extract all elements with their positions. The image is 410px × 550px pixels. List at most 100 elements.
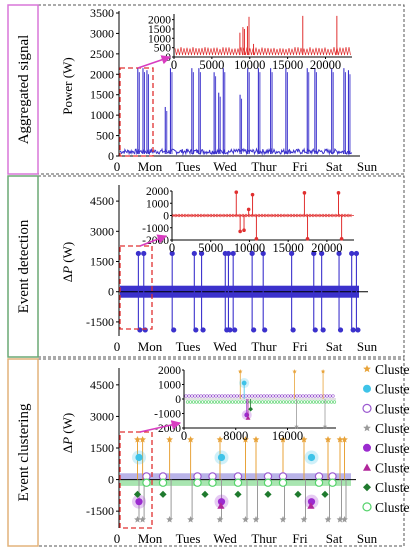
- p3-inset-cluster8-marker: [314, 400, 319, 404]
- p2-inset-noise-marker: [197, 213, 202, 218]
- p3-inset-cluster8-marker: [284, 400, 289, 404]
- p2-ytick-label: 0: [108, 285, 114, 299]
- p3-xtick-label: Wed: [213, 531, 237, 546]
- p3-inset-cluster3-marker: [205, 394, 209, 398]
- p3-inset-cluster8-marker: [290, 400, 295, 404]
- panel2-frame: [7, 175, 405, 358]
- p1-xtick-label: Tues: [176, 159, 201, 174]
- p2-inset-noise-marker: [172, 213, 176, 218]
- p2-inset-ytick-label: 1000: [146, 198, 169, 210]
- p3-inset-cluster8-marker: [224, 400, 229, 404]
- p2-event-marker: [355, 327, 361, 333]
- p2-event-marker: [320, 327, 326, 333]
- p3-inset-cluster8-marker: [239, 400, 244, 404]
- p3-point-cluster1: [242, 436, 249, 443]
- legend-label-cluster6: Cluster6: [375, 461, 410, 476]
- p3-inset-ytick-label: -1000: [154, 409, 181, 421]
- p3-point-cluster8: [158, 478, 168, 487]
- p2-inset-noise-marker: [284, 213, 288, 218]
- panel2-label-box: [7, 175, 39, 358]
- p3-inset-cluster3-marker: [295, 394, 299, 398]
- p1-xtick-label: 0: [114, 159, 121, 174]
- p3-inset-cluster3-marker: [229, 394, 233, 398]
- p2-inset-noise-marker: [309, 213, 314, 218]
- p3-point-cluster2: [307, 453, 316, 462]
- legend-label-cluster8: Cluster8: [375, 500, 410, 515]
- p2-inset-noise-marker: [300, 213, 304, 218]
- p3-inset-cluster8-marker: [260, 400, 265, 404]
- p3-point-cluster4: [300, 516, 308, 523]
- p1-xtick-label: Fri: [292, 159, 308, 174]
- p2-inset-noise-marker: [249, 213, 253, 218]
- legend-marker-cluster1: [363, 365, 371, 373]
- p3-inset-cluster8-marker: [275, 400, 280, 404]
- p3-xtick-label: Sun: [357, 531, 378, 546]
- p3-inset-ytick-label: 0: [175, 394, 181, 406]
- p3-inset-cluster8-marker: [254, 400, 259, 404]
- p3-inset-cluster3-marker: [304, 394, 308, 398]
- p2-event-marker: [232, 327, 238, 333]
- p2-event-marker: [169, 250, 175, 257]
- p3-point-cluster1: [216, 436, 224, 443]
- p3-inset-cluster3-marker: [319, 394, 323, 398]
- p2-event-marker: [193, 327, 199, 333]
- p2-event-marker: [249, 250, 255, 257]
- p3-xtick-label: Sat: [326, 531, 343, 546]
- p3-inset-event-marker: [292, 369, 297, 374]
- p2-ylabel-delta: Δ: [60, 274, 75, 282]
- p3-inset-cluster3-marker: [187, 394, 191, 398]
- p3-inset-cluster3-marker: [217, 394, 221, 398]
- p3-ylabel-unit: (W): [60, 413, 75, 437]
- p3-point-cluster4: [134, 516, 141, 523]
- p3-inset-cluster8-marker: [287, 400, 292, 404]
- p3-inset-cluster3-marker: [274, 394, 278, 398]
- p1-ytick-label: 0: [108, 149, 114, 163]
- p2-inset-xtick-label: 15000: [273, 241, 304, 255]
- p3-inset-cluster3-marker: [262, 394, 266, 398]
- p2-inset-noise-marker: [226, 213, 231, 218]
- p3-inset-cluster8-marker: [197, 400, 202, 404]
- p2-zoom-arrow: [139, 234, 168, 247]
- p2-xtick-label: Tues: [176, 339, 201, 354]
- p3-inset-cluster3-marker: [208, 394, 212, 398]
- p2-inset-ytick-label: 2000: [146, 186, 169, 198]
- p2-inset-noise-marker: [207, 213, 211, 218]
- p3-point-cluster7: [264, 490, 272, 498]
- p2-event-marker: [142, 327, 148, 333]
- p1-inset-ytick-label: 1500: [148, 24, 171, 36]
- p3-inset-cluster3-marker: [268, 394, 272, 398]
- p2-inset-noise-marker: [188, 213, 192, 218]
- p3-inset-cluster8-marker: [323, 400, 328, 404]
- p3-point-cluster4: [279, 516, 287, 523]
- legend-label-cluster5: Cluster5: [375, 441, 410, 456]
- p3-inset-cluster3-marker: [292, 394, 296, 398]
- p3-point-cluster4: [139, 516, 146, 523]
- p3-inset-cluster3-marker: [280, 394, 284, 398]
- p3-inset-cluster3-marker: [196, 394, 200, 398]
- p3-point-cluster4: [336, 516, 344, 523]
- p2-inset-event-marker: [336, 191, 341, 195]
- p3-point-cluster6: [307, 502, 315, 509]
- p3-inset-cluster3-marker: [265, 394, 269, 398]
- p3-ytick-label: 0: [108, 473, 114, 487]
- p3-point-cluster4: [324, 516, 332, 523]
- p2-inset-noise-marker: [281, 213, 285, 218]
- p1-ytick-label: 1500: [90, 88, 114, 102]
- p3-inset-cluster8-marker: [311, 400, 316, 404]
- p2-inset-noise-marker: [313, 213, 317, 218]
- p2-zoom-box: [119, 245, 153, 330]
- p2-ylabel: ΔP (W): [60, 242, 75, 283]
- p3-inset-cluster8-marker: [251, 400, 256, 404]
- p2-inset-event-marker: [302, 191, 307, 195]
- p3-inset-cluster8-marker: [188, 400, 193, 404]
- p3-inset-cluster8-marker: [299, 400, 304, 404]
- p3-inset-cluster3-marker: [256, 394, 260, 398]
- p2-xtick-label: Sat: [326, 339, 343, 354]
- p2-xtick-label: 0: [114, 339, 121, 354]
- legend-label-cluster2: Cluster2: [375, 382, 410, 397]
- p3-point-cluster1: [252, 436, 260, 443]
- p3-inset-cluster8-marker: [320, 400, 325, 404]
- p3-point-cluster8: [142, 478, 151, 487]
- p3-xtick-label: 0: [114, 531, 121, 546]
